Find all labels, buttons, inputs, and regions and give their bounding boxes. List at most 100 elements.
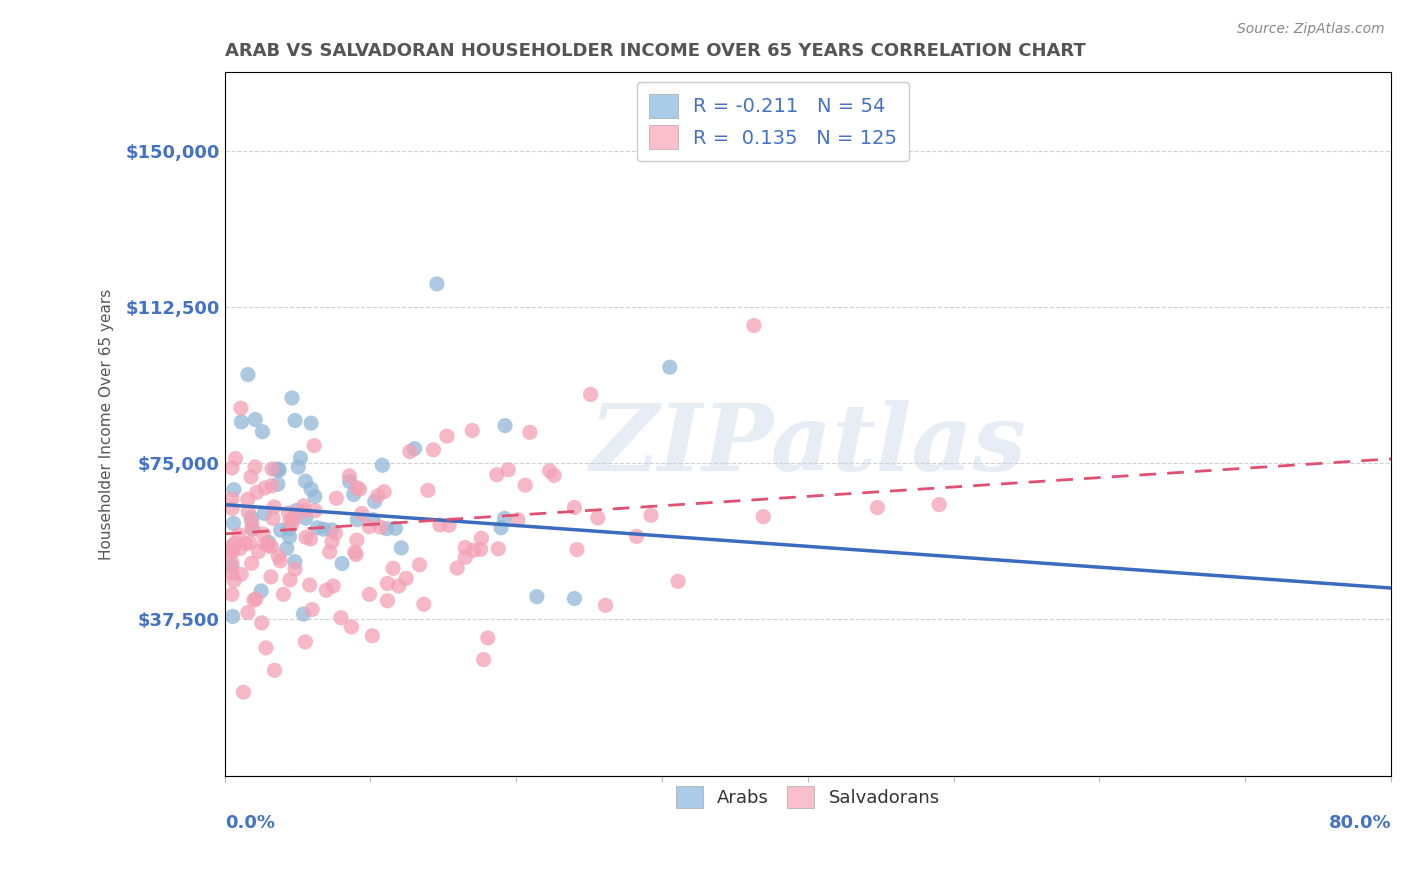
Point: [301, 602, 323, 616]
Point: [408, 558, 430, 572]
Point: [267, 463, 290, 477]
Point: [339, 469, 361, 483]
Point: [343, 545, 366, 559]
Point: [344, 548, 367, 562]
Point: [658, 360, 681, 375]
Point: [367, 489, 389, 503]
Point: [267, 549, 290, 564]
Point: [454, 550, 477, 565]
Point: [322, 579, 344, 593]
Legend: Arabs, Salvadorans: Arabs, Salvadorans: [669, 780, 948, 815]
Point: [278, 514, 301, 528]
Point: [382, 561, 405, 575]
Point: [359, 587, 381, 601]
Point: [373, 484, 395, 499]
Point: [276, 541, 298, 556]
Point: [229, 541, 252, 556]
Point: [277, 522, 299, 536]
Point: [388, 579, 411, 593]
Point: [222, 516, 245, 531]
Point: [269, 554, 291, 568]
Point: [252, 425, 274, 439]
Point: [321, 523, 343, 537]
Point: [564, 591, 586, 606]
Point: [538, 464, 561, 478]
Point: [346, 533, 368, 548]
Point: [586, 511, 609, 525]
Point: [250, 615, 273, 630]
Point: [221, 461, 243, 475]
Point: [399, 444, 422, 458]
Point: [626, 529, 648, 543]
Point: [454, 541, 477, 555]
Text: ARAB VS SALVADORAN HOUSEHOLDER INCOME OVER 65 YEARS CORRELATION CHART: ARAB VS SALVADORAN HOUSEHOLDER INCOME OV…: [225, 42, 1085, 60]
Point: [264, 462, 287, 476]
Point: [284, 413, 307, 427]
Point: [228, 527, 250, 541]
Point: [242, 522, 264, 536]
Point: [752, 509, 775, 524]
Point: [361, 513, 384, 527]
Point: [330, 611, 353, 625]
Point: [412, 597, 434, 611]
Point: [472, 652, 495, 666]
Point: [221, 556, 243, 570]
Point: [312, 522, 335, 536]
Point: [307, 521, 329, 535]
Point: [330, 557, 353, 571]
Point: [389, 541, 412, 555]
Point: [240, 556, 263, 570]
Point: [245, 412, 267, 426]
Text: Source: ZipAtlas.com: Source: ZipAtlas.com: [1237, 22, 1385, 37]
Point: [243, 593, 266, 607]
Point: [292, 499, 315, 513]
Point: [231, 415, 253, 429]
Point: [470, 542, 492, 557]
Point: [221, 609, 243, 624]
Point: [263, 663, 285, 677]
Point: [246, 485, 269, 500]
Point: [238, 505, 260, 519]
Point: [240, 522, 263, 536]
Point: [371, 458, 394, 473]
Point: [595, 599, 617, 613]
Point: [284, 555, 307, 569]
Point: [446, 561, 468, 575]
Point: [496, 463, 519, 477]
Point: [221, 491, 243, 506]
Point: [222, 483, 245, 497]
Point: [281, 391, 304, 405]
Point: [277, 506, 299, 520]
Point: [221, 501, 243, 516]
Point: [565, 542, 588, 557]
Point: [543, 468, 565, 483]
Point: [384, 521, 406, 535]
Point: [260, 478, 283, 492]
Point: [294, 635, 316, 649]
Point: [221, 543, 243, 558]
Point: [221, 545, 243, 559]
Point: [404, 442, 426, 456]
Point: [250, 584, 273, 599]
Point: [221, 587, 243, 601]
Point: [340, 620, 363, 634]
Point: [287, 460, 309, 475]
Point: [866, 500, 889, 515]
Point: [304, 503, 326, 517]
Point: [315, 583, 337, 598]
Point: [489, 521, 512, 535]
Point: [422, 442, 444, 457]
Point: [245, 592, 267, 607]
Text: 80.0%: 80.0%: [1329, 814, 1391, 832]
Point: [302, 439, 325, 453]
Point: [278, 573, 301, 587]
Point: [579, 387, 602, 401]
Point: [299, 532, 322, 546]
Point: [299, 416, 322, 430]
Point: [270, 523, 292, 537]
Point: [243, 460, 266, 475]
Point: [928, 498, 950, 512]
Point: [232, 685, 254, 699]
Point: [260, 570, 283, 584]
Point: [294, 474, 316, 488]
